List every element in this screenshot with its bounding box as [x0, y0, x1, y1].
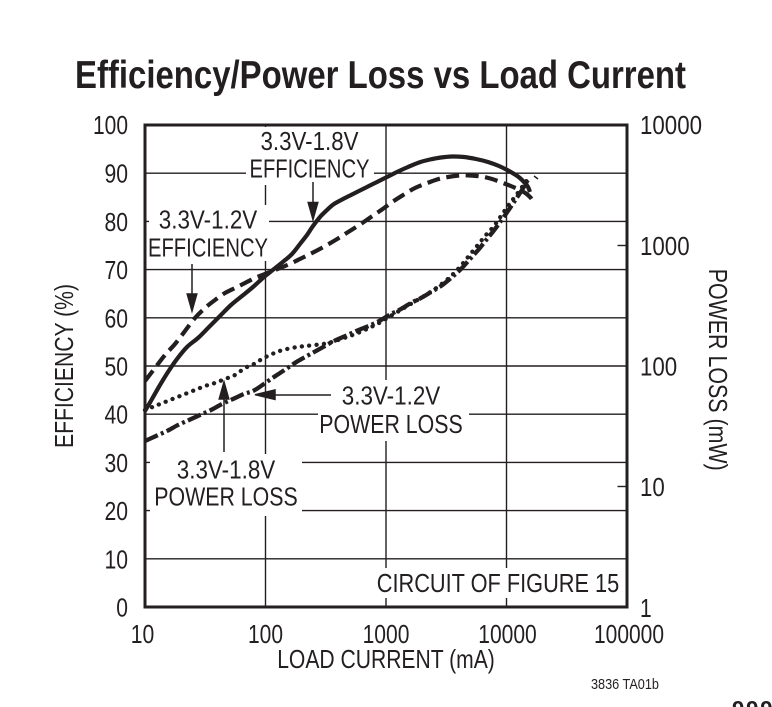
svg-text:3.3V-1.2V: 3.3V-1.2V: [159, 205, 258, 235]
svg-text:10: 10: [105, 544, 129, 574]
svg-text:100: 100: [640, 352, 677, 382]
svg-text:10: 10: [131, 619, 155, 649]
svg-text:999: 999: [732, 697, 772, 707]
svg-text:100000: 100000: [594, 619, 664, 649]
svg-text:100: 100: [93, 110, 128, 140]
svg-text:10000: 10000: [640, 110, 702, 140]
svg-text:50: 50: [105, 352, 129, 382]
svg-text:EFFICIENCY: EFFICIENCY: [148, 233, 268, 263]
svg-text:3.3V-1.2V: 3.3V-1.2V: [342, 381, 441, 411]
svg-text:0: 0: [116, 593, 128, 623]
svg-text:80: 80: [105, 207, 129, 237]
svg-text:40: 40: [105, 400, 129, 430]
svg-text:70: 70: [105, 255, 129, 285]
svg-text:EFFICIENCY: EFFICIENCY: [250, 154, 370, 184]
svg-text:POWER LOSS (mW): POWER LOSS (mW): [703, 269, 733, 471]
svg-text:3.3V-1.8V: 3.3V-1.8V: [261, 126, 360, 156]
svg-text:CIRCUIT OF FIGURE 15: CIRCUIT OF FIGURE 15: [377, 568, 620, 598]
svg-text:POWER LOSS: POWER LOSS: [154, 482, 298, 512]
svg-text:1000: 1000: [363, 619, 410, 649]
svg-text:30: 30: [105, 448, 129, 478]
svg-text:60: 60: [105, 303, 129, 333]
svg-text:100: 100: [248, 619, 283, 649]
svg-text:1: 1: [640, 593, 652, 623]
svg-text:3836 TA01b: 3836 TA01b: [591, 676, 659, 693]
svg-text:LOAD CURRENT (mA): LOAD CURRENT (mA): [277, 644, 495, 674]
svg-text:Efficiency/Power Loss vs Load: Efficiency/Power Loss vs Load Current: [75, 54, 686, 97]
svg-text:20: 20: [105, 496, 129, 526]
svg-text:EFFICIENCY (%): EFFICIENCY (%): [49, 284, 79, 448]
svg-text:10: 10: [640, 472, 665, 502]
svg-text:90: 90: [105, 159, 129, 189]
svg-text:1000: 1000: [640, 231, 690, 261]
svg-text:10000: 10000: [478, 619, 537, 649]
svg-text:POWER LOSS: POWER LOSS: [319, 409, 463, 439]
svg-text:3.3V-1.8V: 3.3V-1.8V: [177, 455, 276, 485]
